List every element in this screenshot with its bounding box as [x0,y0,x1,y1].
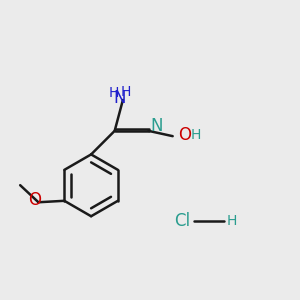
Text: O: O [28,191,41,209]
Text: O: O [178,126,191,144]
Text: Cl: Cl [175,212,190,230]
Text: H: H [191,128,201,142]
Text: H: H [226,214,237,228]
Text: H: H [121,85,131,99]
Text: N: N [114,89,126,107]
Text: N: N [150,117,163,135]
Text: H: H [109,86,119,100]
